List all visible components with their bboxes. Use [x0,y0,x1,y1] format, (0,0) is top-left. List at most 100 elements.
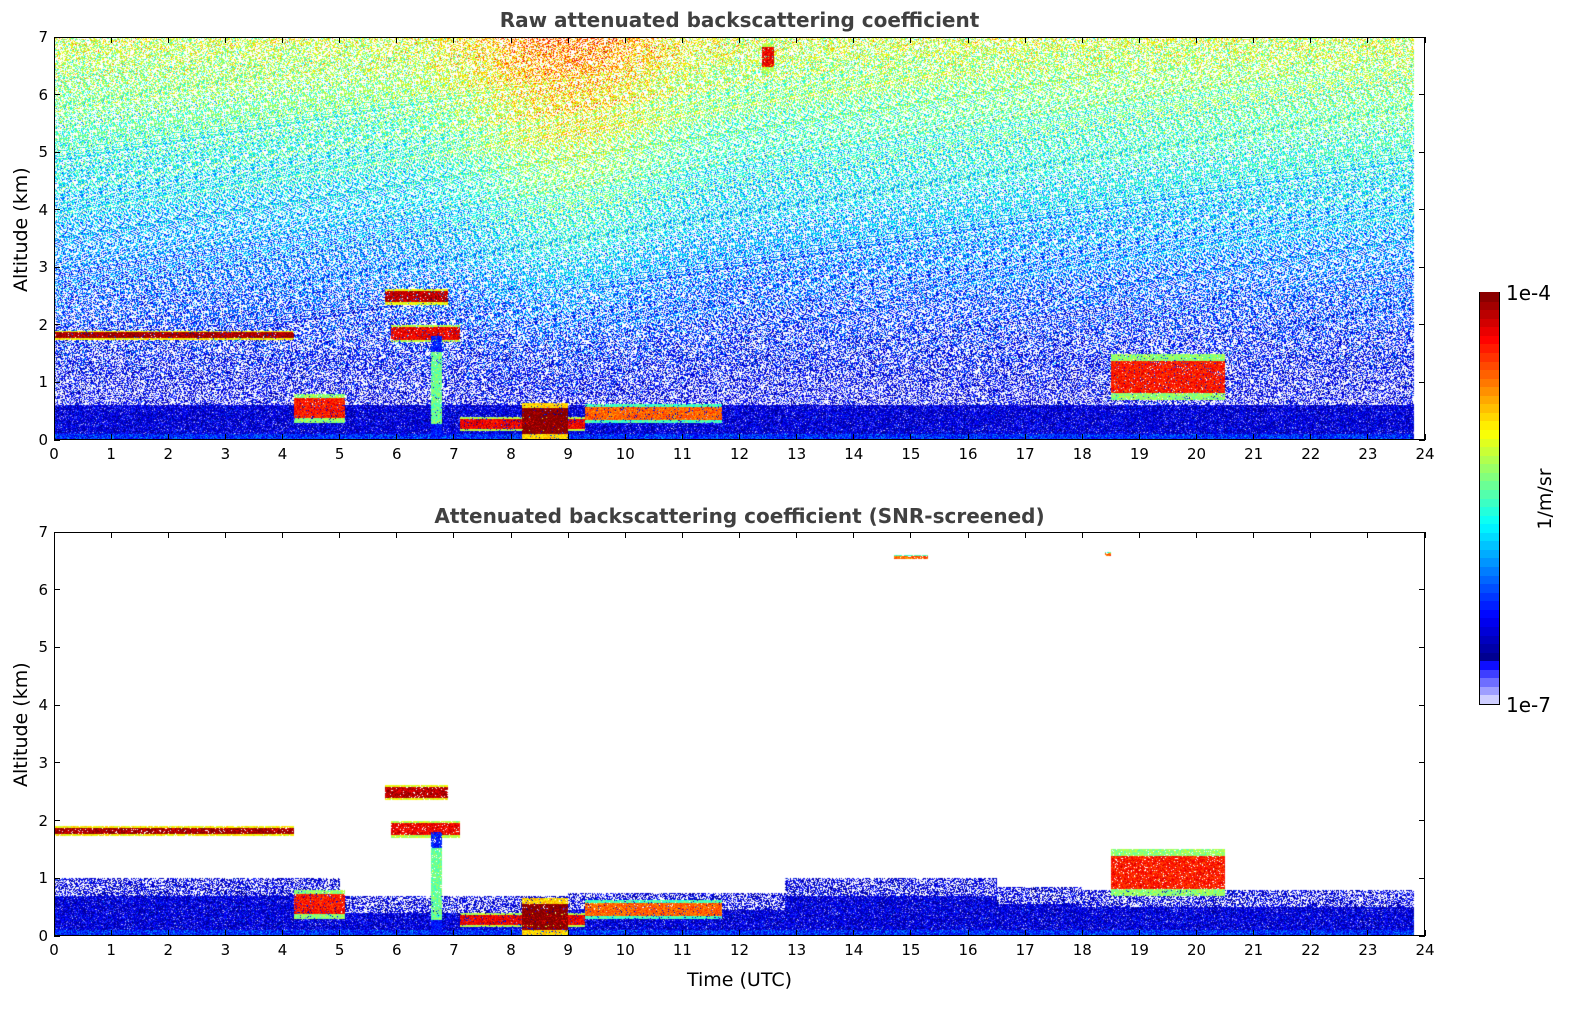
y-tick [1419,589,1425,591]
y-tick [1419,209,1425,211]
colorbar-step [1480,300,1499,311]
x-tick [624,37,626,43]
x-tick-label: 3 [220,445,231,463]
y-tick [1419,704,1425,706]
colorbar-step [1480,403,1499,413]
y-tick-label: 6 [38,580,48,599]
y-tick-label: 5 [38,143,48,162]
x-tick [567,532,569,538]
y-tick-label: 0 [38,431,48,449]
colorbar-step [1480,514,1499,525]
y-tick [1419,646,1425,648]
y-tick-label: 7 [38,28,48,46]
x-tick [796,532,798,538]
x-tick-label: 24 [1415,941,1435,959]
x-tick [224,37,226,43]
colorbar-step [1480,505,1499,516]
y-tick-label: 4 [38,200,48,219]
y-tick [1419,324,1425,326]
x-tick [853,930,855,936]
y-tick-label: 3 [38,258,48,277]
x-tick [796,930,798,936]
x-tick-label: 21 [1244,941,1264,959]
x-tick [1367,434,1369,440]
x-tick [1424,930,1426,936]
x-tick [853,434,855,440]
x-tick-label: 4 [277,941,288,959]
colorbar-step [1480,463,1499,473]
colorbar-step [1480,445,1499,456]
x-tick [967,434,969,440]
y-tick [1419,151,1425,153]
x-tick-label: 11 [672,445,692,463]
y-tick [54,439,60,441]
x-tick [53,434,55,440]
y-tick [1419,381,1425,383]
x-tick-label: 17 [1015,445,1035,463]
x-tick [1310,37,1312,43]
x-tick [453,37,455,43]
y-tick [54,531,60,533]
x-tick [110,37,112,43]
x-tick [1138,434,1140,440]
y-tick [1419,94,1425,96]
y-tick [54,820,60,822]
x-tick-label: 1 [106,941,116,959]
x-tick [1424,434,1426,440]
x-tick [1138,930,1140,936]
raw-backscatter-heatmap: 0 1 2 3 4 5 6 7 8 9 10 11 12 13 14 15 16 17 18 19 20 21 22 23 24… [38,28,1434,463]
x-tick [967,532,969,538]
colorbar-step [1480,565,1499,576]
x-tick-label: 2 [163,941,174,959]
colorbar-step [1480,411,1499,422]
colorbar-step [1480,591,1499,602]
raw-y-axis-label: Altitude (km) [10,167,32,292]
colorbar-step [1480,488,1499,499]
x-tick-label: 7 [449,941,459,959]
screened-backscatter-heatmap: 0 1 2 3 4 5 6 7 8 9 10 11 12 13 14 15 16 17 18 19 20 21 22 23 24… [38,523,1434,959]
x-tick-label: 16 [958,445,978,463]
x-tick-label: 12 [729,941,750,959]
colorbar-step [1480,625,1499,636]
x-tick-label: 9 [563,941,573,959]
x-tick-label: 20 [1186,941,1207,959]
x-tick [624,930,626,936]
colorbar-max-label: 1e-4 [1506,281,1551,305]
colorbar-step [1480,608,1499,619]
x-tick [510,532,512,538]
y-tick [54,762,60,764]
x-tick [282,532,283,538]
x-tick-label: 0 [49,445,59,463]
y-tick [54,877,60,879]
x-tick [396,434,398,440]
x-tick-label: 11 [672,941,692,959]
colorbar-step [1480,317,1499,328]
colorbar-step [1480,651,1499,662]
x-tick [167,930,169,936]
x-tick [282,930,283,936]
x-tick [1138,532,1140,538]
x-tick-label: 3 [220,941,231,959]
colorbar-step [1480,360,1499,371]
y-tick [1419,877,1425,879]
x-tick [796,37,798,43]
x-tick [110,532,112,538]
x-tick [567,434,569,440]
x-tick [1424,532,1426,538]
colorbar-step [1480,351,1499,362]
x-tick [567,930,569,936]
colorbar-step [1480,394,1499,405]
x-tick-label: 2 [163,445,174,463]
y-tick [54,646,60,648]
colorbar-step [1480,540,1499,550]
x-tick [1138,37,1140,43]
x-tick [1310,434,1312,440]
x-tick [681,37,683,43]
colorbar-step [1480,574,1499,585]
colorbar-step [1480,326,1499,336]
y-tick-label: 5 [38,638,48,657]
x-tick [339,37,341,43]
x-tick [510,930,512,936]
x-tick [510,37,512,43]
x-tick [624,434,626,440]
